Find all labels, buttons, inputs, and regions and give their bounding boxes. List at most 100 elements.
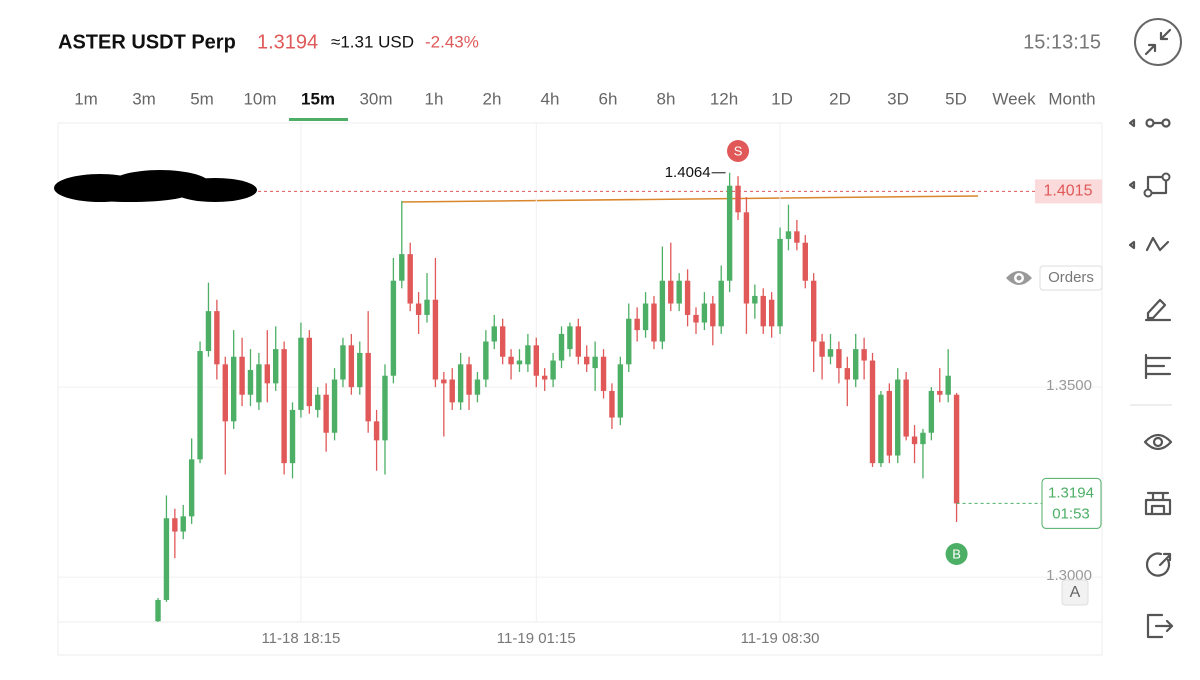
candle-body (323, 394, 329, 433)
candle-body (298, 337, 304, 410)
timeframe-tab[interactable]: 3D (887, 89, 909, 108)
candle-body (869, 360, 876, 464)
timeframe-tab[interactable]: 30m (359, 89, 392, 108)
orders-label: Orders (1048, 269, 1094, 286)
last-price-label: 1.3194 (1048, 484, 1094, 501)
price-line-box (1035, 179, 1102, 204)
line-tool[interactable] (1128, 118, 1171, 128)
timeframe-tab[interactable]: 10m (243, 89, 276, 108)
sell-marker (727, 140, 750, 162)
candle-body (466, 364, 472, 395)
collapse-button[interactable] (1134, 18, 1182, 66)
timeframe-tab[interactable]: Month (1048, 89, 1095, 108)
candle-body (155, 599, 161, 622)
candle-body (802, 242, 808, 281)
share-tool[interactable] (1145, 552, 1172, 577)
candle-body (407, 254, 413, 304)
candle-body (701, 303, 708, 323)
candle-body (626, 318, 632, 365)
candle-body (693, 314, 699, 323)
chart-frame (57, 122, 1103, 656)
x-tick-label: 11-19 01:15 (497, 630, 576, 647)
candle-body (491, 326, 497, 342)
timeframe-tab[interactable]: 1D (771, 89, 793, 108)
scale-mode-label: A (1070, 584, 1081, 601)
candle-body (886, 390, 893, 456)
candle-body (634, 318, 640, 331)
buy-marker (945, 543, 968, 565)
candle-body (575, 326, 582, 357)
change: -2.43% (425, 32, 479, 51)
candle-body (642, 303, 649, 331)
candle-body (836, 349, 842, 369)
timeframe-tab[interactable]: 4h (541, 89, 560, 108)
candle-body (188, 459, 195, 517)
candle-body (340, 345, 346, 380)
timeframe-tab[interactable]: 5D (945, 89, 967, 108)
candle-body (180, 516, 186, 532)
candle-body (743, 212, 750, 304)
timeframe-tab[interactable]: 1m (74, 89, 98, 108)
candle-body (819, 341, 825, 357)
clear-tool[interactable] (1144, 491, 1172, 516)
y-tick-label: 1.3500 (1046, 377, 1092, 394)
candle-body (525, 345, 531, 365)
timeframe-tab[interactable]: 3m (132, 89, 156, 108)
candle-body (415, 303, 422, 315)
scale-mode-box (1061, 579, 1089, 606)
candle-body (399, 254, 405, 281)
candle-body (668, 280, 674, 304)
candle-body (920, 432, 926, 445)
candle-body (289, 409, 296, 464)
price-line-label: 1.4015 (1044, 183, 1093, 200)
candle-body (903, 379, 909, 437)
timeframe-tab[interactable]: 6h (599, 89, 618, 108)
candle-body (365, 352, 371, 422)
candle-body (382, 375, 388, 441)
orders-toggle[interactable]: Orders (1006, 265, 1103, 291)
candle-body (348, 345, 355, 388)
candle-body (264, 364, 271, 384)
candle-body (676, 280, 682, 304)
candle-body (617, 364, 624, 418)
candle-body (197, 351, 203, 460)
symbol: ASTER USDT Perp (58, 31, 236, 53)
draw-tool[interactable] (1144, 298, 1172, 322)
candle-body (827, 349, 834, 357)
toolbar (1128, 18, 1182, 639)
candle-body (331, 379, 338, 433)
timeframe-tab[interactable]: 2D (829, 89, 851, 108)
candle-body (684, 280, 691, 315)
timeframe-tab[interactable]: 1h (425, 89, 444, 108)
candle-body (592, 356, 598, 369)
candle-body (516, 360, 523, 365)
candle-body (710, 303, 716, 327)
last-price-box (1041, 477, 1102, 529)
timeframe-tab[interactable]: 5m (190, 89, 214, 108)
trend-line (401, 195, 979, 203)
shape-tool[interactable] (1128, 172, 1171, 198)
timeframe-tab[interactable]: 2h (483, 89, 502, 108)
eye-tool[interactable] (1143, 433, 1173, 451)
indicator-tool[interactable] (1144, 353, 1172, 380)
exit-tool[interactable] (1146, 613, 1174, 639)
timeframe-tab[interactable]: 12h (710, 89, 738, 108)
timeframe-tab[interactable]: Week (992, 89, 1036, 108)
redaction (54, 170, 257, 202)
candle-body (474, 379, 481, 395)
wave-tool[interactable] (1128, 236, 1170, 252)
candle-body (306, 337, 313, 407)
candle-body (760, 295, 766, 327)
candle-body (214, 311, 220, 365)
candle-body (651, 303, 657, 342)
timeframe-tab[interactable]: 8h (657, 89, 676, 108)
candle-body (541, 375, 548, 380)
scale-mode[interactable]: A (1061, 579, 1089, 606)
candle-body (457, 364, 464, 403)
timeframe-tab[interactable]: 15m (301, 89, 335, 108)
candle-body (205, 311, 212, 352)
candle-body (718, 280, 724, 327)
